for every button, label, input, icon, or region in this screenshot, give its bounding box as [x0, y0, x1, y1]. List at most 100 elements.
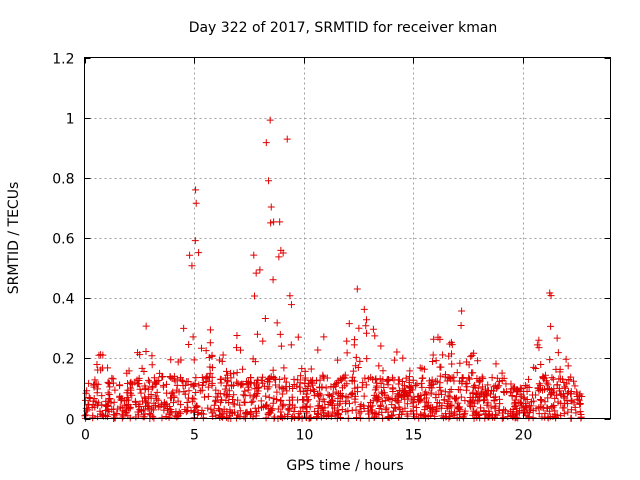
data-point — [546, 386, 554, 394]
data-point — [535, 380, 543, 388]
data-point — [314, 346, 322, 354]
data-point — [217, 376, 225, 384]
data-point — [134, 380, 142, 388]
data-point — [469, 393, 477, 401]
data-point — [283, 387, 291, 395]
data-point — [247, 398, 255, 406]
data-point — [256, 266, 264, 274]
data-point — [212, 396, 220, 404]
data-point — [198, 344, 206, 352]
data-point — [269, 366, 277, 374]
data-point — [555, 385, 563, 393]
data-point — [508, 392, 516, 400]
data-point — [286, 401, 294, 409]
data-point — [228, 395, 236, 403]
data-point — [338, 393, 346, 401]
data-points — [81, 116, 586, 422]
data-point — [567, 396, 575, 404]
data-point — [389, 411, 397, 419]
data-point — [227, 374, 235, 382]
data-point — [333, 410, 341, 418]
data-point — [134, 408, 142, 416]
data-point — [262, 392, 270, 400]
data-point — [168, 375, 176, 383]
data-point — [169, 399, 177, 407]
data-point — [250, 379, 258, 387]
data-point — [282, 378, 290, 386]
data-point — [355, 409, 363, 417]
data-point — [470, 383, 478, 391]
data-point — [368, 408, 376, 416]
data-point — [345, 320, 353, 328]
data-point — [513, 386, 521, 394]
x-axis-label: GPS time / hours — [286, 458, 403, 474]
data-point — [477, 388, 485, 396]
data-point — [428, 376, 436, 384]
data-point — [380, 389, 388, 397]
data-point — [124, 404, 132, 412]
data-point — [105, 408, 113, 416]
data-point — [315, 397, 323, 405]
data-point — [177, 356, 185, 364]
data-point — [535, 387, 543, 395]
data-point — [302, 413, 310, 421]
data-point — [421, 398, 429, 406]
data-point — [564, 408, 572, 416]
data-point — [433, 405, 441, 413]
data-point — [93, 360, 101, 368]
data-point — [261, 315, 269, 323]
data-point — [314, 410, 322, 418]
data-point — [132, 401, 140, 409]
data-point — [512, 414, 520, 422]
data-point — [276, 218, 284, 226]
data-point — [372, 384, 380, 392]
data-point — [409, 376, 417, 384]
data-point — [432, 357, 440, 365]
data-point — [147, 411, 155, 419]
data-point — [270, 395, 278, 403]
data-point — [375, 362, 383, 370]
data-point — [157, 401, 165, 409]
data-point — [520, 404, 528, 412]
data-point — [571, 382, 579, 390]
data-point — [561, 384, 569, 392]
data-point — [239, 365, 247, 373]
data-point — [92, 380, 100, 388]
data-point — [523, 395, 531, 403]
data-point — [366, 403, 374, 411]
data-point — [246, 391, 254, 399]
data-point — [138, 364, 146, 372]
data-point — [142, 322, 150, 330]
data-point — [448, 401, 456, 409]
data-point — [259, 373, 267, 381]
data-point — [270, 218, 278, 226]
data-point — [402, 389, 410, 397]
data-point — [349, 373, 357, 381]
data-point — [475, 378, 483, 386]
data-point — [188, 397, 196, 405]
data-point — [539, 375, 547, 383]
data-point — [173, 413, 181, 421]
x-tick-label: 15 — [405, 428, 423, 444]
data-point — [347, 391, 355, 399]
data-point — [559, 375, 567, 383]
data-point — [291, 403, 299, 411]
data-point — [192, 374, 200, 382]
data-point — [532, 364, 540, 372]
data-point — [376, 375, 384, 383]
data-point — [272, 375, 280, 383]
y-tick-label: 0.2 — [52, 352, 74, 368]
data-point — [207, 405, 215, 413]
y-tick-label: 0 — [66, 413, 75, 429]
data-point — [336, 414, 344, 422]
data-point — [362, 381, 370, 389]
data-point — [163, 380, 171, 388]
data-point — [338, 384, 346, 392]
data-point — [539, 386, 547, 394]
data-point — [190, 356, 198, 364]
data-point — [399, 388, 407, 396]
data-point — [457, 322, 465, 330]
data-point — [148, 384, 156, 392]
data-point — [196, 387, 204, 395]
data-point — [231, 408, 239, 416]
